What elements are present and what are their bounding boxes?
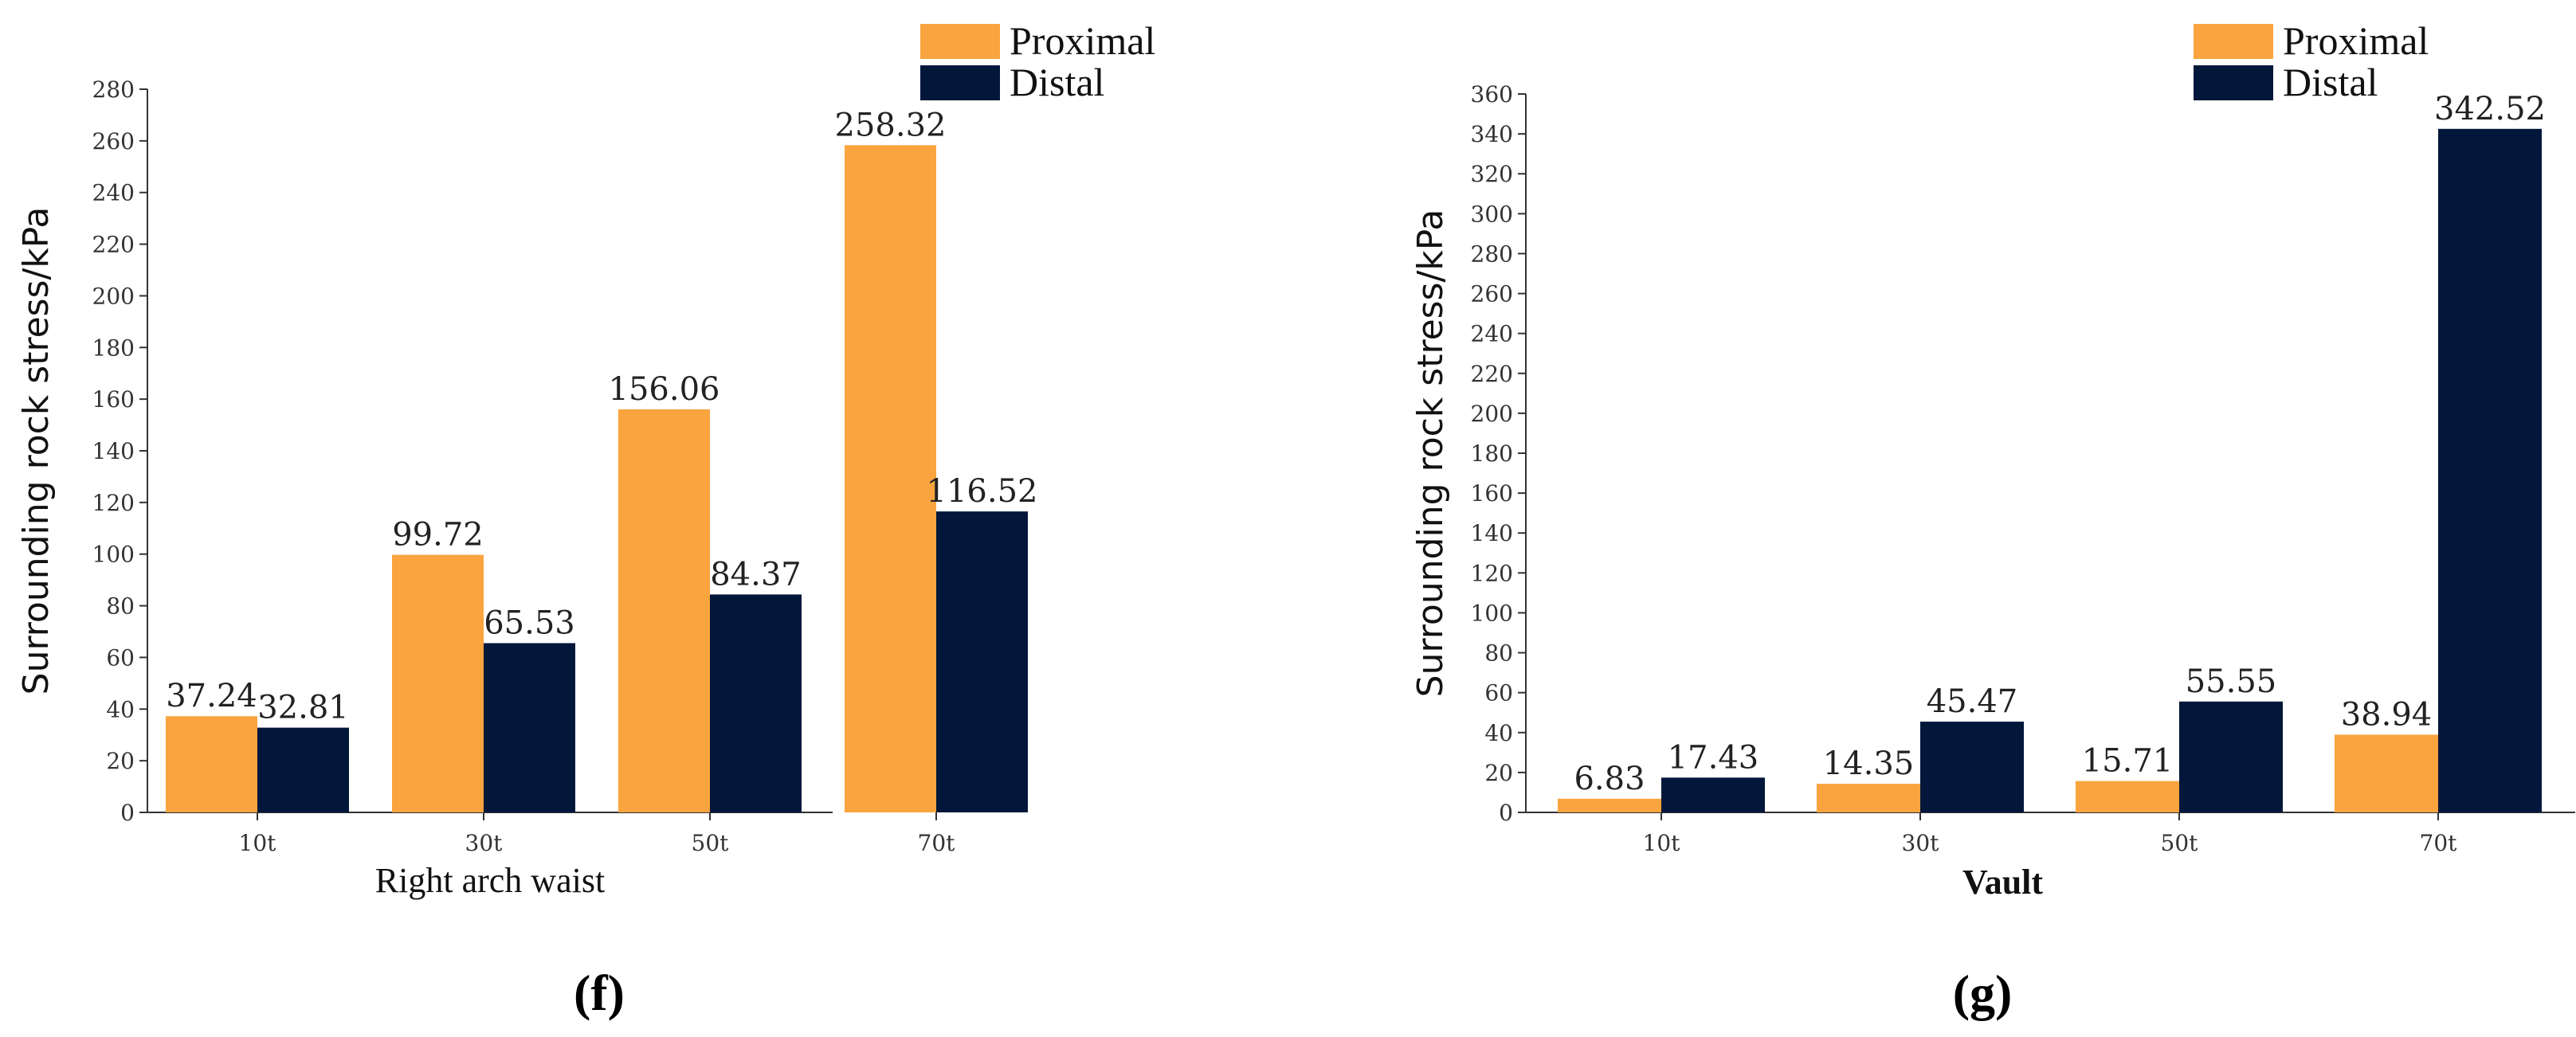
chart2-data-label-proximal: 38.94 — [2341, 696, 2433, 733]
chart2-bar-proximal — [2076, 781, 2179, 812]
chart1-y-tick-label: 60 — [106, 644, 135, 671]
chart1-bar-distal — [484, 643, 575, 812]
chart1-y-axis-title: Surrounding rock stress/kPa — [16, 207, 57, 695]
chart2-data-label-proximal: 15.71 — [2082, 743, 2174, 780]
chart1-y-tick-label: 280 — [92, 76, 135, 103]
chart2-y-tick-label: 80 — [1484, 640, 1513, 667]
chart1-x-tick-label: 70t — [918, 830, 956, 856]
chart2-data-label-distal: 17.43 — [1668, 739, 1759, 776]
chart1-y-tick-label: 80 — [106, 593, 135, 620]
chart2-x-axis-title: Vault — [1962, 863, 2043, 902]
chart2-bar-distal — [2179, 701, 2283, 812]
chart2-legend-swatch-proximal — [2194, 24, 2273, 59]
chart1-y-tick-label: 160 — [92, 386, 135, 413]
chart2-y-tick-label: 200 — [1471, 401, 1513, 427]
chart1-y-tick-label: 220 — [92, 232, 135, 258]
chart2-y-tick-label: 0 — [1499, 800, 1513, 826]
chart1-y-tick-label: 100 — [92, 542, 135, 568]
chart2-y-tick-label: 300 — [1471, 201, 1513, 227]
chart1-legend-swatch-distal — [920, 65, 1000, 100]
chart1-y-tick-label: 120 — [92, 490, 135, 516]
chart2-legend-label-distal: Distal — [2283, 60, 2378, 104]
chart1-y-tick-label: 240 — [92, 180, 135, 206]
chart1-data-label-distal: 32.81 — [257, 690, 349, 726]
chart2-y-tick-label: 260 — [1471, 281, 1513, 307]
chart1-x-tick-label: 50t — [692, 830, 730, 856]
chart2-y-tick-label: 140 — [1471, 520, 1513, 546]
chart1-data-label-proximal: 99.72 — [392, 517, 484, 554]
chart2-y-tick-label: 240 — [1471, 321, 1513, 347]
chart2-y-tick-label: 220 — [1471, 361, 1513, 387]
chart2-x-tick-label: 10t — [1643, 830, 1681, 856]
chart1-data-label-distal: 65.53 — [484, 605, 575, 641]
chart1-y-tick-label: 260 — [92, 128, 135, 155]
chart2-panel-label: (g) — [1953, 965, 2013, 1021]
chart2-data-label-distal: 45.47 — [1927, 683, 2018, 720]
chart1-x-tick-label: 30t — [465, 830, 504, 856]
chart2-bar-distal — [1661, 777, 1765, 812]
chart1-data-label-proximal: 37.24 — [166, 678, 257, 714]
chart1-data-label-distal: 116.52 — [927, 473, 1038, 510]
chart1-bar-distal — [710, 594, 802, 812]
chart1-legend-label-distal: Distal — [1010, 60, 1104, 104]
chart2-bar-proximal — [1817, 784, 1920, 812]
chart2-legend-swatch-distal — [2194, 65, 2273, 100]
chart2-bar-distal — [1920, 722, 2024, 812]
chart2-data-label-proximal: 14.35 — [1823, 745, 1915, 782]
chart1-legend-label-proximal: Proximal — [1010, 18, 1155, 63]
chart1-bar-proximal — [166, 716, 257, 812]
chart2-y-tick-label: 160 — [1471, 480, 1513, 507]
chart2-x-tick-label: 70t — [2420, 830, 2458, 856]
chart1-bar-distal — [257, 727, 349, 812]
chart2-x-tick-label: 50t — [2161, 830, 2199, 856]
chart2-y-axis-title: Surrounding rock stress/kPa — [1410, 209, 1451, 698]
chart1-y-tick-label: 200 — [92, 283, 135, 309]
chart1-bar-proximal — [392, 554, 484, 812]
chart2-y-tick-label: 180 — [1471, 440, 1513, 467]
chart2-data-label-proximal: 6.83 — [1574, 761, 1645, 797]
chart2-data-label-distal: 342.52 — [2434, 91, 2546, 127]
chart2-bar-distal — [2438, 128, 2542, 812]
chart2-y-tick-label: 360 — [1471, 81, 1513, 108]
chart1-panel-label: (f) — [574, 965, 625, 1021]
chart2-y-tick-label: 20 — [1484, 760, 1513, 786]
chart1-y-tick-label: 40 — [106, 696, 135, 722]
chart2-bar-proximal — [2335, 734, 2438, 812]
chart1-y-tick-label: 180 — [92, 335, 135, 361]
chart2-y-tick-label: 120 — [1471, 560, 1513, 586]
chart2-y-tick-label: 280 — [1471, 241, 1513, 267]
chart1-x-tick-label: 10t — [239, 830, 277, 856]
chart1-bar-distal — [936, 511, 1028, 812]
chart2-x-tick-label: 30t — [1902, 830, 1940, 856]
chart1-data-label-proximal: 258.32 — [835, 107, 947, 143]
chart2-y-tick-label: 320 — [1471, 161, 1513, 187]
chart2-legend-label-proximal: Proximal — [2283, 18, 2429, 63]
chart1-y-tick-label: 0 — [120, 800, 135, 826]
chart2-y-tick-label: 340 — [1471, 121, 1513, 147]
chart2-data-label-distal: 55.55 — [2186, 663, 2277, 700]
chart2-bar-proximal — [1558, 798, 1661, 812]
chart1-data-label-distal: 84.37 — [710, 556, 802, 593]
chart2-y-tick-label: 100 — [1471, 600, 1513, 626]
chart2-y-tick-label: 60 — [1484, 680, 1513, 706]
chart1-data-label-proximal: 156.06 — [609, 371, 720, 408]
chart1-bar-proximal — [845, 145, 936, 812]
chart1-x-axis-title: Right arch waist — [375, 861, 605, 900]
chart1-y-tick-label: 20 — [106, 748, 135, 774]
chart1-legend-swatch-proximal — [920, 24, 1000, 59]
chart2-y-tick-label: 40 — [1484, 720, 1513, 746]
chart1-bar-proximal — [618, 409, 710, 812]
chart1-y-tick-label: 140 — [92, 438, 135, 464]
